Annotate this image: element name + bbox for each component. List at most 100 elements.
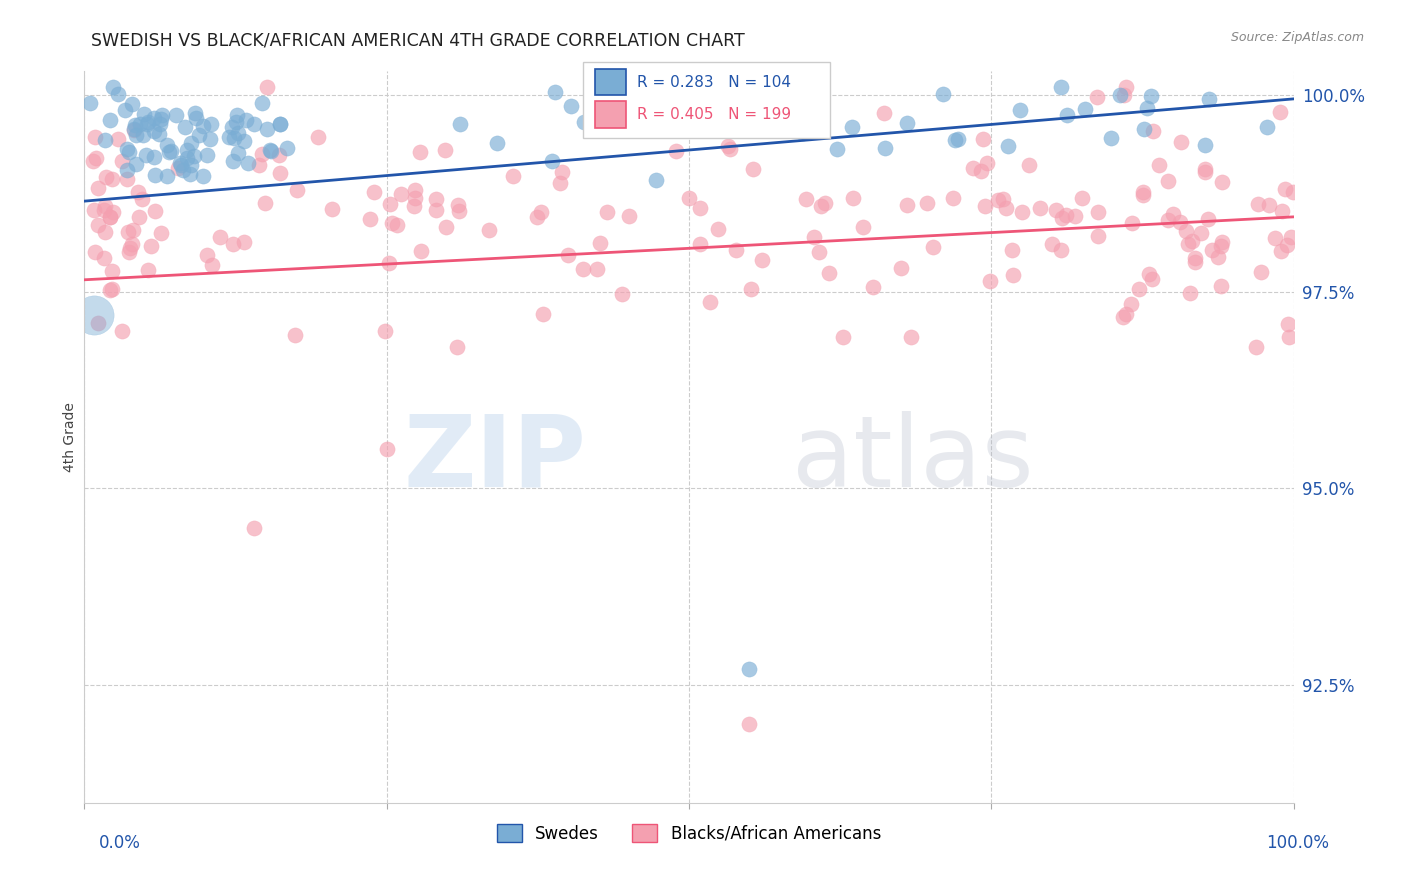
Point <box>156 169 179 183</box>
Point <box>363 185 385 199</box>
Point <box>1085 90 1108 104</box>
Point <box>118 245 141 260</box>
Point <box>1181 234 1204 248</box>
Point <box>946 132 969 146</box>
Point <box>1161 206 1184 220</box>
Point <box>98 210 121 224</box>
Point <box>485 136 508 150</box>
Point <box>221 120 243 134</box>
Point <box>195 248 218 262</box>
Point <box>1244 340 1267 354</box>
Point <box>890 261 912 276</box>
Point <box>135 148 157 162</box>
Point <box>637 111 659 125</box>
Point <box>165 108 187 122</box>
Point <box>131 192 153 206</box>
Point <box>987 193 1010 207</box>
Point <box>1040 237 1063 252</box>
Point <box>115 172 138 186</box>
Point <box>176 151 198 165</box>
Point <box>550 165 572 179</box>
Point <box>1264 231 1286 245</box>
Point <box>665 144 688 158</box>
Point <box>707 221 730 235</box>
Text: 100.0%: 100.0% <box>1265 834 1329 852</box>
Point <box>247 158 270 172</box>
Point <box>1178 285 1201 300</box>
Point <box>242 117 264 131</box>
Point <box>1189 227 1212 241</box>
Point <box>226 108 249 122</box>
Point <box>531 307 554 321</box>
Point <box>260 145 283 159</box>
Point <box>644 173 666 187</box>
Point <box>541 153 564 168</box>
Point <box>610 287 633 301</box>
Point <box>1201 243 1223 257</box>
Point <box>100 171 122 186</box>
Point <box>378 197 401 211</box>
Point <box>718 142 741 156</box>
Point <box>269 117 291 131</box>
Point <box>738 662 761 676</box>
Point <box>124 157 146 171</box>
Point <box>1115 307 1137 321</box>
Point <box>191 169 214 183</box>
Point <box>796 192 818 206</box>
Point <box>132 107 155 121</box>
Point <box>1054 208 1077 222</box>
Point <box>142 124 165 138</box>
Point <box>200 132 222 146</box>
Point <box>359 212 381 227</box>
Point <box>101 204 124 219</box>
Point <box>900 329 922 343</box>
Point <box>1121 216 1143 230</box>
Point <box>631 107 654 121</box>
Point <box>84 152 107 166</box>
Point <box>87 219 110 233</box>
Point <box>1139 89 1161 103</box>
Point <box>792 126 814 140</box>
Point <box>972 132 994 146</box>
Point <box>631 108 654 122</box>
Point <box>1136 101 1159 115</box>
Point <box>235 112 257 127</box>
Point <box>921 240 943 254</box>
Point <box>841 191 863 205</box>
Point <box>118 145 141 160</box>
Point <box>100 284 122 298</box>
Point <box>122 122 145 136</box>
Point <box>93 199 115 213</box>
Point <box>125 128 148 142</box>
Point <box>1109 87 1132 102</box>
Point <box>149 117 172 131</box>
Point <box>226 146 249 161</box>
Point <box>188 128 211 143</box>
Point <box>143 168 166 182</box>
Point <box>222 154 245 169</box>
Point <box>378 255 401 269</box>
Point <box>716 139 738 153</box>
Point <box>1056 108 1078 122</box>
Point <box>173 120 195 135</box>
Point <box>107 87 129 102</box>
Point <box>143 111 166 125</box>
Point <box>1177 237 1199 252</box>
Point <box>1197 211 1219 226</box>
Point <box>1184 255 1206 269</box>
Point <box>176 143 198 157</box>
Point <box>1194 137 1216 152</box>
Point <box>225 115 247 129</box>
Point <box>1198 92 1220 106</box>
Point <box>242 520 264 534</box>
Point <box>810 199 832 213</box>
Point <box>385 219 408 233</box>
Point <box>233 235 256 250</box>
Point <box>96 169 118 184</box>
Point <box>548 176 571 190</box>
Point <box>111 154 134 169</box>
Point <box>1170 136 1192 150</box>
Point <box>222 236 245 251</box>
Point <box>962 161 984 175</box>
Point <box>446 340 468 354</box>
